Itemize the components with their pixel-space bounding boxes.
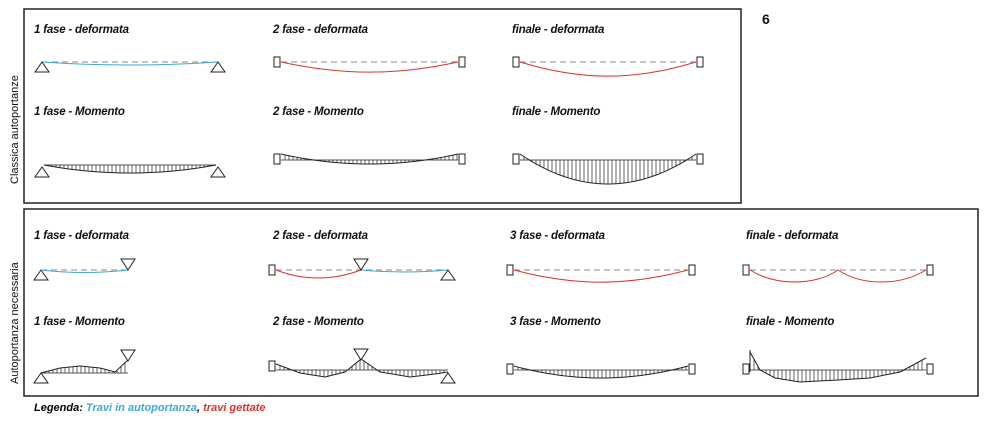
deflected-beam bbox=[519, 61, 697, 77]
deflected-beam bbox=[40, 269, 129, 273]
fixed-support bbox=[458, 56, 466, 68]
fixed-support bbox=[273, 56, 281, 68]
label-s1-finale-deformata: finale - deformata bbox=[512, 24, 605, 36]
pin-support bbox=[440, 372, 456, 384]
fixed-support bbox=[268, 360, 276, 372]
fixed-support bbox=[512, 56, 520, 68]
fixed-support bbox=[696, 153, 704, 165]
label-s2-2fase-deformata: 2 fase - deformata bbox=[273, 230, 368, 242]
label-s1-1fase-momento: 1 fase - Momento bbox=[34, 106, 125, 118]
moment-diagram-outline bbox=[275, 358, 449, 378]
deflected-beam bbox=[41, 61, 219, 66]
fixed-support bbox=[506, 363, 514, 375]
legend-item-red: travi gettate bbox=[203, 402, 266, 414]
label-s2-1fase-momento: 1 fase - Momento bbox=[34, 316, 125, 328]
deflected-beam bbox=[280, 61, 459, 73]
label-s1-finale-momento: finale - Momento bbox=[512, 106, 601, 118]
pin-support bbox=[210, 166, 226, 178]
temporary-support bbox=[353, 258, 369, 271]
fixed-support bbox=[273, 153, 281, 165]
label-s1-2fase-momento: 2 fase - Momento bbox=[273, 106, 364, 118]
legend-item-blue: Travi in autoportanza bbox=[85, 402, 198, 414]
pin-support bbox=[440, 269, 456, 281]
legend-separator: , bbox=[197, 402, 201, 414]
figure-number: 6 bbox=[762, 11, 770, 27]
label-s1-1fase-deformata: 1 fase - deformata bbox=[34, 24, 129, 36]
moment-diagram-outline bbox=[280, 153, 459, 165]
pin-support bbox=[34, 166, 50, 178]
moment-diagram-outline bbox=[749, 351, 927, 383]
label-s2-finale-momento: finale - Momento bbox=[746, 316, 835, 328]
deflected-beam bbox=[513, 269, 689, 283]
pin-support bbox=[210, 61, 226, 73]
deflected-beam bbox=[360, 269, 449, 273]
label-s2-3fase-deformata: 3 fase - deformata bbox=[510, 230, 605, 242]
fixed-support bbox=[268, 264, 276, 276]
temporary-support bbox=[120, 349, 136, 362]
fixed-support bbox=[688, 363, 696, 375]
label-s2-2fase-momento: 2 fase - Momento bbox=[273, 316, 364, 328]
moment-diagram-outline bbox=[43, 164, 217, 174]
moment-diagram-outline bbox=[40, 359, 129, 374]
fixed-support bbox=[512, 153, 520, 165]
legend: Legenda: Travi in autoportanza, travi ge… bbox=[34, 402, 266, 414]
pin-support bbox=[34, 61, 50, 73]
fixed-support bbox=[742, 363, 750, 375]
fixed-support bbox=[458, 153, 466, 165]
deflected-beam bbox=[275, 269, 362, 279]
label-s2-3fase-momento: 3 fase - Momento bbox=[510, 316, 601, 328]
fixed-support bbox=[742, 264, 750, 276]
label-s1-2fase-deformata: 2 fase - deformata bbox=[273, 24, 368, 36]
moment-diagram-outline bbox=[513, 365, 689, 379]
beam-drawings bbox=[33, 56, 934, 384]
fixed-support bbox=[926, 363, 934, 375]
frame-bottom bbox=[23, 208, 979, 397]
frame-top bbox=[23, 8, 742, 204]
temporary-support bbox=[120, 258, 136, 271]
deflected-beam bbox=[749, 269, 927, 283]
fixed-support bbox=[506, 264, 514, 276]
label-s2-1fase-deformata: 1 fase - deformata bbox=[34, 230, 129, 242]
pin-support bbox=[33, 269, 49, 281]
label-s2-finale-deformata: finale - deformata bbox=[746, 230, 839, 242]
fixed-support bbox=[926, 264, 934, 276]
fixed-support bbox=[688, 264, 696, 276]
legend-title: Legenda: bbox=[34, 402, 83, 414]
side-label-classica: Classica autoportanze bbox=[9, 75, 21, 184]
pin-support bbox=[33, 372, 49, 384]
side-label-autoportanza: Autoportanza necessaria bbox=[9, 262, 21, 384]
fixed-support bbox=[696, 56, 704, 68]
temporary-support bbox=[353, 348, 369, 361]
